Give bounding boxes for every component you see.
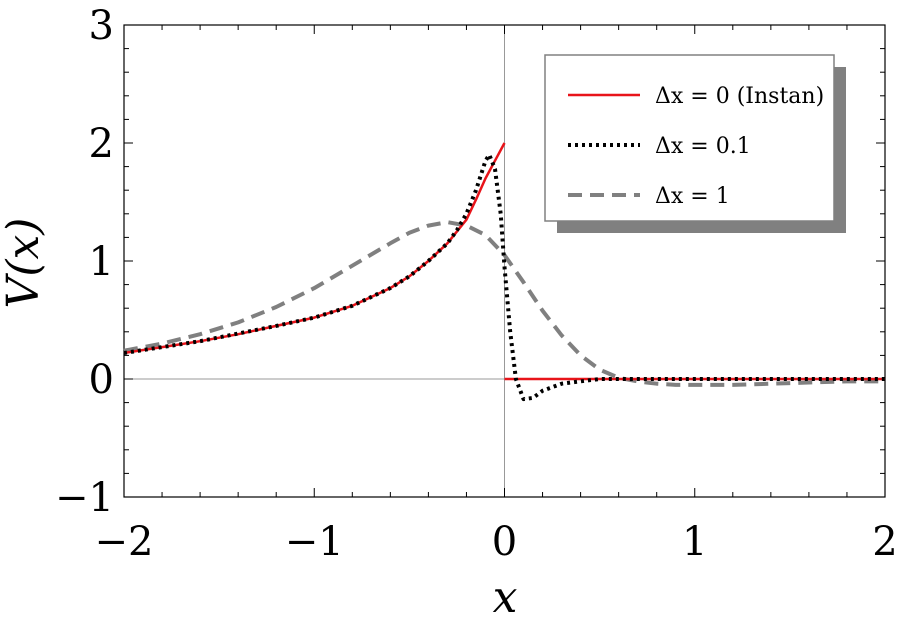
y-tick-label: 1 xyxy=(89,239,114,285)
y-tick-label: 3 xyxy=(89,3,114,49)
x-tick-label: 2 xyxy=(872,519,897,565)
y-tick-label: −1 xyxy=(55,475,114,521)
x-axis-label: x xyxy=(493,572,518,623)
x-tick-label: −1 xyxy=(285,519,344,565)
series-line-1-segment-0 xyxy=(123,152,885,402)
legend-label: Δx = 0 (Instan) xyxy=(655,84,824,109)
legend-label: Δx = 1 xyxy=(655,184,730,209)
y-tick-label: 0 xyxy=(89,357,114,403)
legend: Δx = 0 (Instan) Δx = 0.1 Δx = 1 xyxy=(544,54,846,233)
x-tick-label: 0 xyxy=(492,519,517,565)
x-tick-label: −2 xyxy=(95,519,154,565)
y-axis-label: V(x) xyxy=(0,218,49,309)
series-line-0-segment-0 xyxy=(123,142,506,355)
y-tick-label: 2 xyxy=(89,121,114,167)
series-line-2-segment-0 xyxy=(123,220,885,387)
series-group xyxy=(123,142,885,402)
x-tick-label: 1 xyxy=(682,519,707,565)
legend-label: Δx = 0.1 xyxy=(655,134,751,159)
